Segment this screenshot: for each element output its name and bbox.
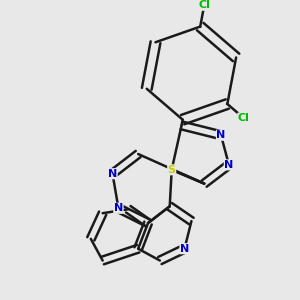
Text: Cl: Cl [238, 113, 250, 123]
Text: N: N [180, 244, 189, 254]
Text: N: N [216, 130, 226, 140]
Text: S: S [168, 165, 176, 175]
Text: N: N [224, 160, 233, 170]
Text: N: N [108, 169, 117, 179]
Text: N: N [114, 203, 123, 213]
Text: Cl: Cl [198, 0, 210, 10]
